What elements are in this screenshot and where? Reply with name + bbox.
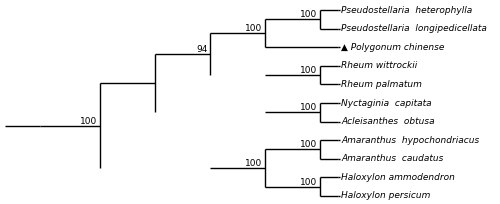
Text: 100: 100 bbox=[80, 117, 98, 126]
Text: Amaranthus  hypochondriacus: Amaranthus hypochondriacus bbox=[341, 136, 479, 145]
Text: 94: 94 bbox=[196, 45, 207, 54]
Text: ▲ Polygonum chinense: ▲ Polygonum chinense bbox=[341, 43, 444, 52]
Text: 100: 100 bbox=[245, 24, 262, 33]
Text: Nyctaginia  capitata: Nyctaginia capitata bbox=[341, 99, 432, 108]
Text: Amaranthus  caudatus: Amaranthus caudatus bbox=[341, 154, 444, 163]
Text: Pseudostellaria  longipedicellata: Pseudostellaria longipedicellata bbox=[341, 24, 487, 33]
Text: 100: 100 bbox=[300, 10, 318, 20]
Text: Rheum wittrockii: Rheum wittrockii bbox=[341, 61, 417, 70]
Text: Pseudostellaria  heterophylla: Pseudostellaria heterophylla bbox=[341, 6, 472, 15]
Text: 100: 100 bbox=[245, 159, 262, 168]
Text: Rheum palmatum: Rheum palmatum bbox=[341, 80, 422, 89]
Text: 100: 100 bbox=[300, 66, 318, 75]
Text: 100: 100 bbox=[300, 103, 318, 112]
Text: 100: 100 bbox=[300, 177, 318, 186]
Text: 100: 100 bbox=[300, 140, 318, 149]
Text: Haloxylon ammodendron: Haloxylon ammodendron bbox=[341, 173, 455, 182]
Text: Acleisanthes  obtusa: Acleisanthes obtusa bbox=[341, 117, 434, 126]
Text: Haloxylon persicum: Haloxylon persicum bbox=[341, 191, 430, 200]
